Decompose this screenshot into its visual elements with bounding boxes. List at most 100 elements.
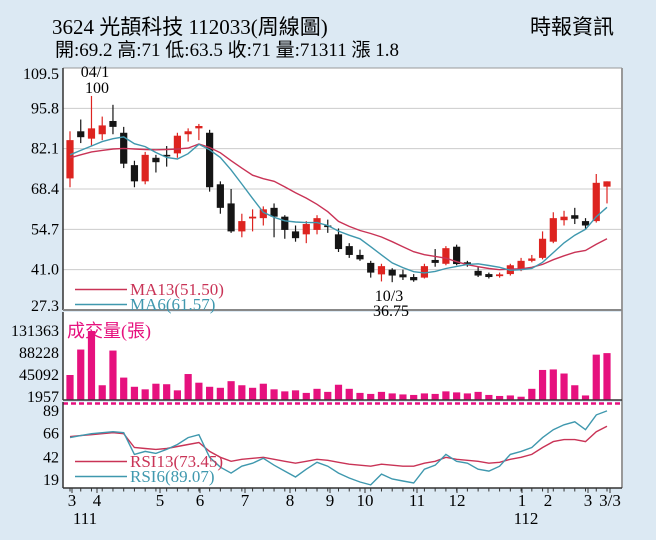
candle-up bbox=[560, 216, 568, 221]
rsi-axis-label: 89 bbox=[43, 403, 59, 420]
volume-bar bbox=[506, 395, 514, 400]
month-label: 3 bbox=[584, 491, 593, 510]
volume-bar bbox=[291, 390, 300, 400]
candle-up bbox=[141, 154, 149, 182]
volume-bar bbox=[603, 353, 611, 400]
volume-bar bbox=[528, 388, 536, 400]
candle-up bbox=[603, 181, 611, 187]
volume-bar bbox=[313, 388, 321, 400]
volume-bar bbox=[463, 393, 471, 400]
volume-bar bbox=[120, 377, 128, 400]
rsi13-line bbox=[69, 425, 608, 467]
candle-up bbox=[98, 125, 106, 135]
volume-bar bbox=[184, 374, 192, 400]
candle-down bbox=[356, 254, 364, 260]
candle-down bbox=[163, 154, 171, 157]
candle-down bbox=[571, 215, 579, 219]
volume-bar bbox=[238, 385, 246, 400]
month-label: 3/3 bbox=[599, 491, 621, 510]
ma13-line bbox=[69, 143, 608, 271]
volume-bar bbox=[302, 392, 310, 400]
volume-bar bbox=[496, 395, 504, 400]
candle-up bbox=[528, 258, 536, 261]
volume-bar bbox=[592, 354, 600, 400]
volume-bar bbox=[324, 391, 332, 400]
candle-down bbox=[334, 234, 343, 250]
ma6-legend-label: MA6(61.57) bbox=[130, 295, 215, 314]
month-label: 5 bbox=[156, 491, 165, 510]
volume-bar bbox=[410, 394, 418, 400]
candle-down bbox=[109, 120, 117, 127]
volume-bar bbox=[216, 387, 224, 400]
candle-down bbox=[485, 274, 493, 278]
month-label: 3 bbox=[68, 491, 77, 510]
volume-axis-label: 1957 bbox=[27, 389, 59, 406]
candle-up bbox=[592, 182, 600, 222]
volume-bar bbox=[281, 391, 289, 400]
rsi13-legend-label: RSI13(73.45) bbox=[130, 452, 223, 471]
candle-up bbox=[238, 221, 246, 232]
volume-bar bbox=[453, 392, 461, 400]
volume-bar bbox=[152, 383, 160, 400]
rsi-axis-label: 19 bbox=[43, 472, 59, 489]
volume-bar bbox=[560, 373, 568, 400]
volume-bar bbox=[141, 389, 149, 400]
candle-down bbox=[324, 225, 332, 228]
volume-bar bbox=[377, 391, 386, 400]
source-label: 時報資訊 bbox=[530, 15, 614, 39]
ma6-line bbox=[69, 136, 608, 274]
candle-down bbox=[474, 270, 482, 276]
low-annotation-date: 10/3 bbox=[375, 288, 403, 305]
volume-legend-label: 成交量(張) bbox=[67, 321, 151, 342]
month-label: 11 bbox=[409, 491, 425, 510]
volume-bar bbox=[420, 393, 429, 400]
volume-bar bbox=[431, 393, 439, 400]
volume-bar bbox=[227, 381, 235, 400]
volume-bar bbox=[163, 384, 171, 400]
candle-up bbox=[549, 218, 557, 242]
volume-bar bbox=[270, 389, 278, 400]
candle-up bbox=[302, 224, 310, 235]
volume-bar bbox=[549, 369, 557, 400]
price-axis-label: 68.4 bbox=[31, 181, 59, 198]
year-label: 112 bbox=[514, 509, 539, 528]
volume-bar bbox=[206, 386, 214, 400]
candle-down bbox=[367, 262, 375, 273]
quote-line: 開:69.2 高:71 低:63.5 收:71 量:71311 漲 1.8 bbox=[55, 40, 399, 61]
candle-down bbox=[206, 132, 214, 188]
volume-bar bbox=[345, 388, 353, 400]
high-annotation-date: 04/1 bbox=[81, 64, 109, 81]
candle-down bbox=[453, 246, 461, 265]
candle-up bbox=[66, 140, 74, 179]
month-label: 1 bbox=[518, 491, 527, 510]
volume-bar bbox=[109, 350, 117, 400]
high-annotation-value: 100 bbox=[85, 80, 109, 97]
candle-up bbox=[173, 135, 181, 154]
candle-down bbox=[581, 221, 590, 226]
candle-down bbox=[77, 131, 85, 138]
rsi-panel bbox=[63, 402, 622, 488]
volume-bar bbox=[367, 393, 375, 400]
price-axis-label: 109.5 bbox=[23, 66, 59, 83]
low-annotation-value: 36.75 bbox=[373, 303, 409, 320]
volume-bar bbox=[173, 390, 181, 400]
rsi-axis-label: 66 bbox=[43, 426, 59, 443]
volume-bar bbox=[98, 385, 106, 400]
price-axis-label: 41.0 bbox=[31, 262, 59, 279]
candle-down bbox=[410, 277, 418, 281]
candle-up bbox=[517, 260, 525, 270]
volume-bar bbox=[66, 375, 74, 400]
rsi-axis-label: 42 bbox=[43, 449, 59, 466]
candle-down bbox=[270, 207, 278, 217]
volume-bar bbox=[356, 392, 364, 400]
rsi6-line bbox=[69, 410, 608, 486]
rsi6-legend-label: RSI6(89.07) bbox=[130, 467, 215, 486]
year-label: 111 bbox=[73, 509, 97, 528]
candle-down bbox=[227, 203, 235, 232]
candle-down bbox=[388, 269, 396, 276]
volume-bar bbox=[581, 395, 590, 400]
month-label: 8 bbox=[286, 491, 295, 510]
candle-down bbox=[152, 157, 160, 163]
volume-axis-label: 88228 bbox=[19, 345, 59, 362]
